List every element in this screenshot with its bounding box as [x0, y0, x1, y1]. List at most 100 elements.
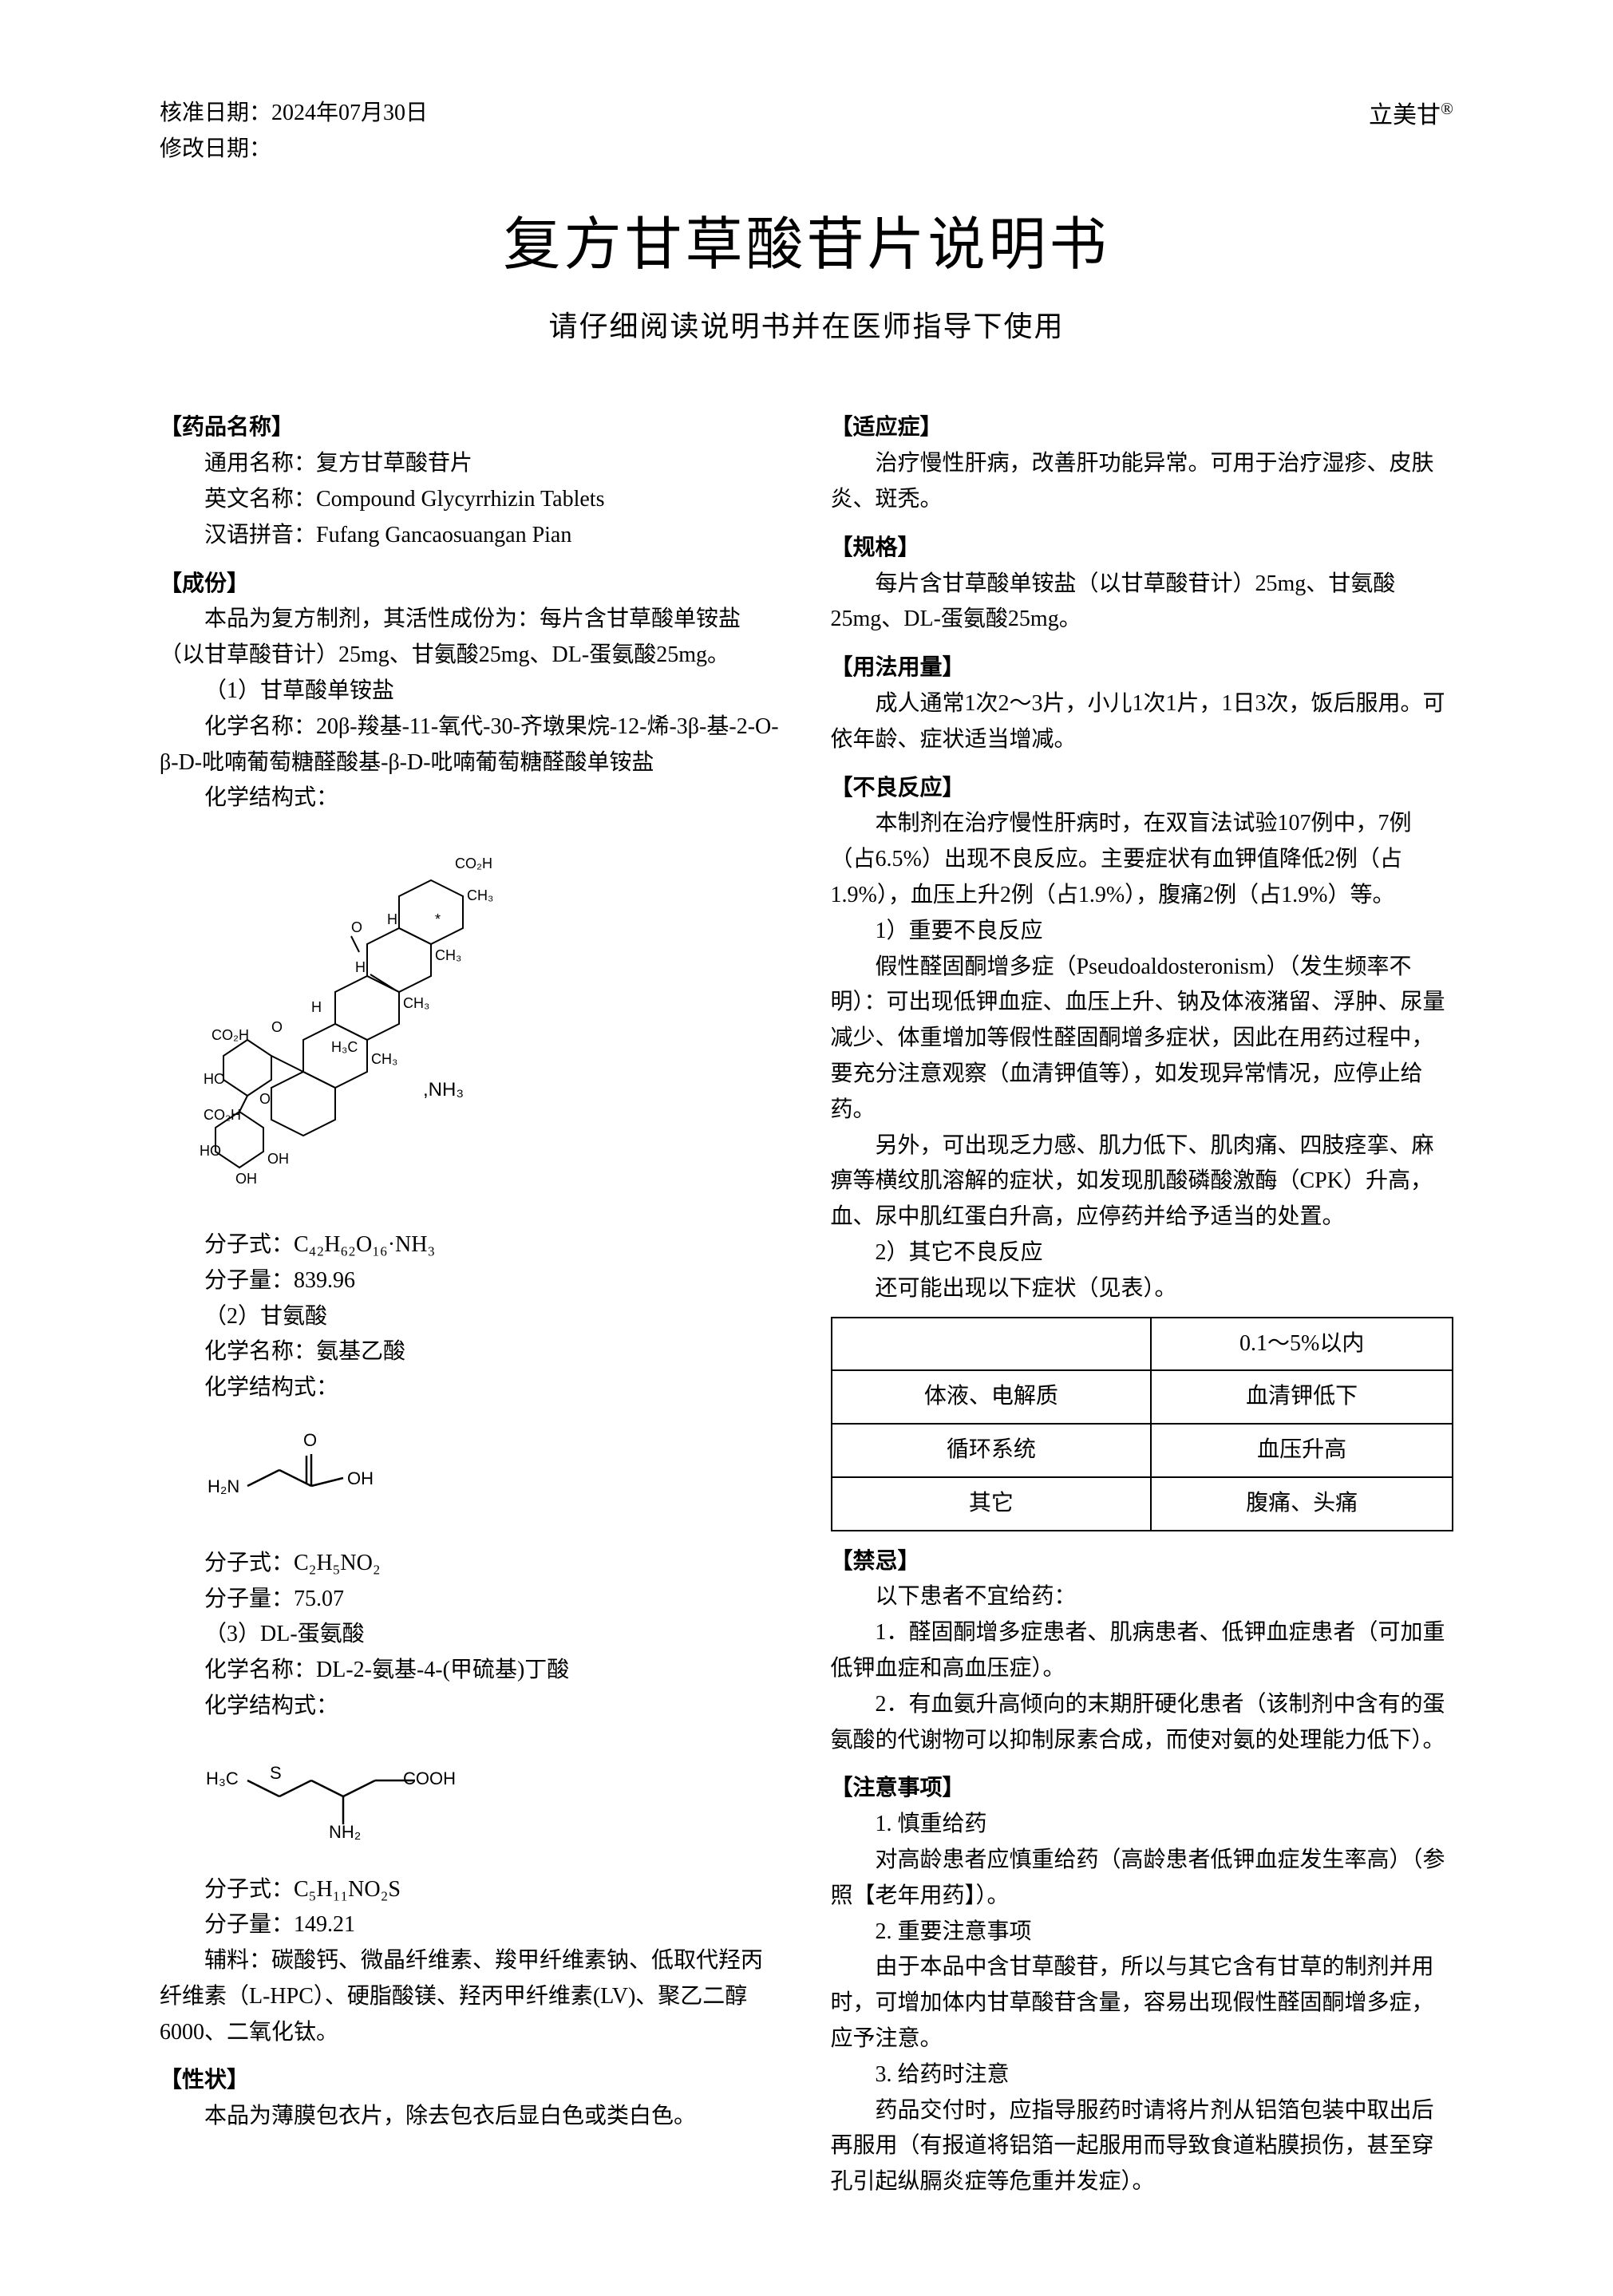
caution-2-body: 由于本品中含甘草酸苷，所以与其它含有甘草的制剂并用时，可增加体内甘草酸苷含量，容…: [831, 1950, 1454, 2057]
svg-text:OH: OH: [235, 1171, 257, 1187]
svg-text:CO₂H: CO₂H: [204, 1107, 241, 1123]
methionine-structure: H₃C S COOH NH₂: [192, 1741, 783, 1856]
table-cell: 体液、电解质: [832, 1370, 1152, 1424]
table-row: 体液、电解质 血清钾低下: [832, 1370, 1453, 1424]
svg-text:CH₃: CH₃: [435, 947, 461, 963]
svg-text:HO: HO: [200, 1143, 221, 1159]
table-cell: 其它: [832, 1477, 1152, 1531]
svg-text:H: H: [311, 999, 322, 1015]
table-row: 循环系统 血压升高: [832, 1424, 1453, 1477]
svg-text:H₃C: H₃C: [331, 1039, 358, 1055]
subtitle: 请仔细阅读说明书并在医师指导下使用: [160, 304, 1453, 350]
glycyrrhizin-structure: CO₂H CH₃ * H CH₃ H CH₃ O H H₃C CH₃ O CO₂…: [192, 832, 783, 1211]
svg-text:OH: OH: [347, 1468, 374, 1488]
character-body: 本品为薄膜包衣片，除去包衣后显白色或类白色。: [160, 2099, 783, 2135]
adverse-1-p2: 另外，可出现乏力感、肌力低下、肌肉痛、四肢痉挛、麻痹等横纹肌溶解的症状，如发现肌…: [831, 1128, 1454, 1235]
table-cell: [832, 1318, 1152, 1371]
svg-text:CH₃: CH₃: [403, 995, 429, 1011]
caution-3-body: 药品交付时，应指导服药时请将片剂从铝箔包装中取出后再服用（有报道将铝箔一起服用而…: [831, 2093, 1454, 2200]
ingredient-2-chemname: 化学名称：氨基乙酸: [160, 1334, 783, 1370]
table-cell: 循环系统: [832, 1424, 1152, 1477]
ingredient-1-label: （1）甘草酸单铵盐: [160, 674, 783, 709]
excipients: 辅料：碳酸钙、微晶纤维素、羧甲纤维素钠、低取代羟丙纤维素（L-HPC）、硬脂酸镁…: [160, 1943, 783, 2050]
main-title: 复方甘草酸苷片说明书: [160, 200, 1453, 291]
indication-head: 【适应症】: [831, 410, 1454, 446]
ingredient-2-formula: 分子式：C₂H₅NO₂: [160, 1546, 783, 1582]
ingredient-3-chemname: 化学名称：DL-2-氨基-4-(甲硫基)丁酸: [160, 1653, 783, 1689]
spec-body: 每片含甘草酸单铵盐（以甘草酸苷计）25mg、甘氨酸25mg、DL-蛋氨酸25mg…: [831, 567, 1454, 638]
revision-date: 修改日期：: [160, 132, 428, 168]
ingredient-3-mw: 分子量：149.21: [160, 1907, 783, 1943]
ingredient-1-struct-label: 化学结构式：: [160, 780, 783, 816]
svg-text:H₃C: H₃C: [206, 1768, 239, 1788]
table-row: 其它 腹痛、头痛: [832, 1477, 1453, 1531]
svg-text:COOH: COOH: [403, 1768, 456, 1788]
svg-text:H: H: [355, 959, 366, 975]
ingredient-3-formula: 分子式：C₅H₁₁NO₂S: [160, 1872, 783, 1908]
table-cell: 血清钾低下: [1151, 1370, 1453, 1424]
left-column: 【药品名称】 通用名称：复方甘草酸苷片 英文名称：Compound Glycyr…: [160, 397, 783, 2200]
svg-text:CH₃: CH₃: [371, 1051, 397, 1067]
header-row: 核准日期：2024年07月30日 修改日期： 立美甘®: [160, 96, 1453, 168]
svg-text:O: O: [351, 919, 362, 935]
nh3-label: ,NH₃: [423, 1079, 464, 1101]
dosage-body: 成人通常1次2～3片，小儿1次1片，1日3次，饭后服用。可依年龄、症状适当增减。: [831, 686, 1454, 758]
adverse-2-label: 2）其它不良反应: [831, 1235, 1454, 1271]
header-left: 核准日期：2024年07月30日 修改日期：: [160, 96, 428, 168]
caution-head: 【注意事项】: [831, 1771, 1454, 1807]
caution-1-body: 对高龄患者应慎重给药（高龄患者低钾血症发生率高）（参照【老年用药】）。: [831, 1843, 1454, 1915]
spec-head: 【规格】: [831, 531, 1454, 567]
pinyin-name: 汉语拼音：Fufang Gancaosuangan Pian: [160, 518, 783, 554]
ingredients-intro: 本品为复方制剂，其活性成份为：每片含甘草酸单铵盐（以甘草酸苷计）25mg、甘氨酸…: [160, 602, 783, 674]
contra-intro: 以下患者不宜给药：: [831, 1579, 1454, 1615]
svg-text:H: H: [387, 911, 397, 927]
drug-name-head: 【药品名称】: [160, 410, 783, 446]
registered-mark: ®: [1441, 99, 1453, 118]
ingredients-head: 【成份】: [160, 567, 783, 603]
contra-1: 1．醛固酮增多症患者、肌病患者、低钾血症患者（可加重低钾血症和高血压症）。: [831, 1615, 1454, 1687]
ingredient-1-formula: 分子式：C₄₂H₆₂O₁₆·NH₃: [160, 1227, 783, 1263]
adverse-1-p1: 假性醛固酮增多症（Pseudoaldosteronism）（发生频率不明）：可出…: [831, 950, 1454, 1128]
adverse-2-intro: 还可能出现以下症状（见表）。: [831, 1271, 1454, 1307]
svg-text:CO₂H: CO₂H: [212, 1027, 249, 1043]
table-row: 0.1～5%以内: [832, 1318, 1453, 1371]
dosage-head: 【用法用量】: [831, 650, 1454, 686]
adverse-head: 【不良反应】: [831, 771, 1454, 807]
svg-text:HO: HO: [204, 1071, 225, 1087]
table-cell: 血压升高: [1151, 1424, 1453, 1477]
title-block: 复方甘草酸苷片说明书 请仔细阅读说明书并在医师指导下使用: [160, 200, 1453, 350]
adverse-table: 0.1～5%以内 体液、电解质 血清钾低下 循环系统 血压升高 其它 腹痛、头痛: [831, 1317, 1454, 1531]
glycine-structure: H₂N O OH: [192, 1422, 783, 1530]
indication-body: 治疗慢性肝病，改善肝功能异常。可用于治疗湿疹、皮肤炎、斑秃。: [831, 446, 1454, 518]
contra-2: 2．有血氨升高倾向的末期肝硬化患者（该制剂中含有的蛋氨酸的代谢物可以抑制尿素合成…: [831, 1687, 1454, 1759]
table-cell: 0.1～5%以内: [1151, 1318, 1453, 1371]
svg-text:S: S: [270, 1763, 282, 1783]
brand-text: 立美甘: [1369, 102, 1441, 128]
ingredient-3-struct-label: 化学结构式：: [160, 1689, 783, 1725]
english-name: 英文名称：Compound Glycyrrhizin Tablets: [160, 482, 783, 518]
ingredient-1-chemname: 化学名称：20β-羧基-11-氧代-30-齐墩果烷-12-烯-3β-基-2-O-…: [160, 709, 783, 781]
brand-name: 立美甘®: [1369, 96, 1453, 168]
caution-3-label: 3. 给药时注意: [831, 2057, 1454, 2093]
ingredient-3-label: （3）DL-蛋氨酸: [160, 1617, 783, 1653]
ingredient-1-mw: 分子量：839.96: [160, 1263, 783, 1299]
table-cell: 腹痛、头痛: [1151, 1477, 1453, 1531]
right-column: 【适应症】 治疗慢性肝病，改善肝功能异常。可用于治疗湿疹、皮肤炎、斑秃。 【规格…: [831, 397, 1454, 2200]
caution-2-label: 2. 重要注意事项: [831, 1915, 1454, 1950]
caution-1-label: 1. 慎重给药: [831, 1807, 1454, 1843]
adverse-intro: 本制剂在治疗慢性肝病时，在双盲法试验107例中，7例（占6.5%）出现不良反应。…: [831, 806, 1454, 913]
ingredient-2-struct-label: 化学结构式：: [160, 1370, 783, 1406]
generic-name: 通用名称：复方甘草酸苷片: [160, 446, 783, 482]
svg-text:NH₂: NH₂: [329, 1822, 361, 1842]
contra-head: 【禁忌】: [831, 1544, 1454, 1580]
svg-text:O: O: [303, 1430, 317, 1450]
adverse-1-label: 1）重要不良反应: [831, 914, 1454, 950]
svg-text:CO₂H: CO₂H: [455, 856, 492, 871]
svg-text:O: O: [271, 1019, 283, 1035]
ingredient-2-label: （2）甘氨酸: [160, 1299, 783, 1335]
ingredient-2-mw: 分子量：75.07: [160, 1582, 783, 1618]
svg-text:O: O: [259, 1091, 271, 1107]
svg-text:*: *: [435, 911, 441, 927]
svg-text:H₂N: H₂N: [208, 1476, 239, 1496]
svg-text:CH₃: CH₃: [467, 887, 493, 903]
